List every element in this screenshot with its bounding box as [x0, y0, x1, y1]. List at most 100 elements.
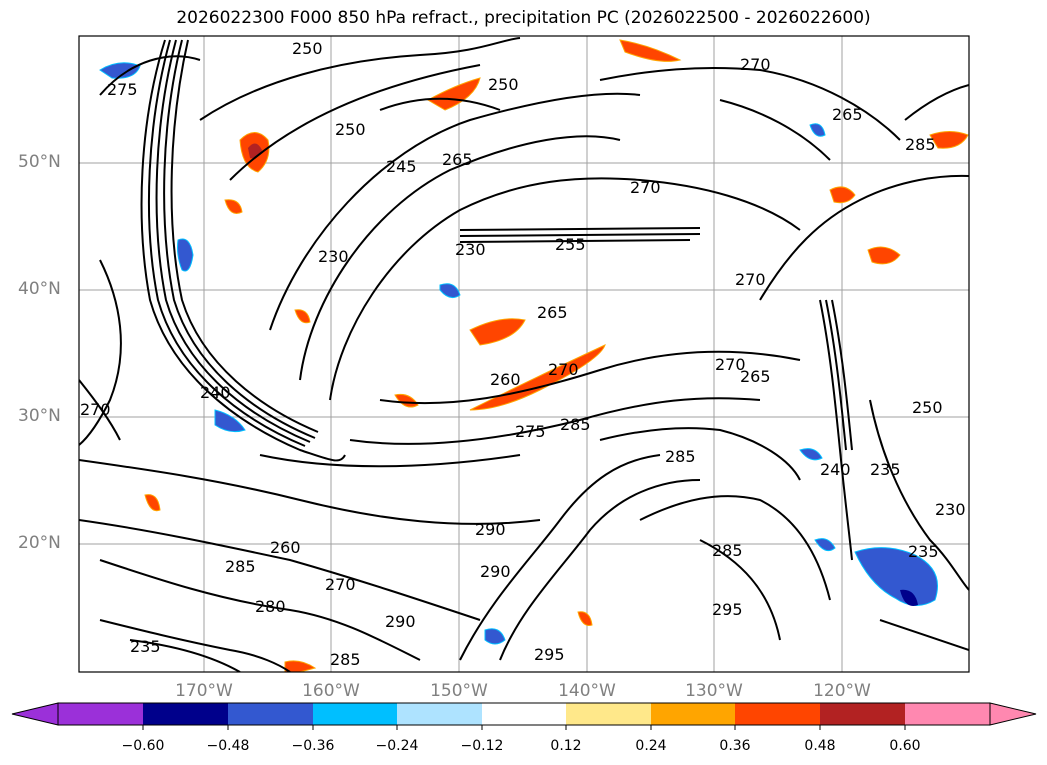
colorbar-tick-label: 0.36	[719, 738, 751, 754]
precip-patch	[284, 660, 317, 672]
lat-label: 30°N	[18, 406, 61, 426]
lon-label: 150°W	[430, 681, 488, 701]
contour-label: 270	[325, 575, 356, 594]
contour-label: 270	[715, 355, 746, 374]
colorbar-tick-label: −0.24	[375, 738, 419, 754]
colorbar-tick-label: −0.36	[291, 738, 335, 754]
colorbar-tick-label: 0.12	[550, 738, 582, 754]
precip-patches	[99, 39, 969, 672]
contour-label: 265	[537, 303, 568, 322]
colorbar	[11, 702, 1037, 730]
refractivity-contours	[79, 37, 969, 672]
contour-label: 250	[335, 120, 366, 139]
precip-patch	[577, 611, 593, 626]
colorbar-extend-high	[989, 702, 1037, 726]
contour-label: 285	[225, 557, 256, 576]
lat-label: 20°N	[18, 533, 61, 553]
contour-label: 285	[905, 135, 936, 154]
lon-label: 170°W	[175, 681, 233, 701]
contour-label: 285	[560, 415, 591, 434]
colorbar-tick-label: −0.48	[206, 738, 250, 754]
contour-label: 260	[490, 370, 521, 389]
contour-label: 280	[255, 597, 286, 616]
precip-patch	[294, 309, 311, 324]
precip-patch	[439, 283, 461, 299]
contour-label: 295	[712, 600, 743, 619]
colorbar-segment	[566, 703, 651, 725]
precip-patch	[469, 318, 526, 346]
contour-label: 285	[712, 541, 743, 560]
precip-patch	[144, 494, 161, 512]
contour-label: 260	[270, 538, 301, 557]
precip-patch	[224, 199, 243, 214]
map-layer	[79, 36, 969, 672]
contour-label: 250	[912, 398, 943, 417]
colorbar-segment	[482, 703, 566, 725]
precip-patch	[854, 547, 938, 606]
lon-label: 120°W	[813, 681, 871, 701]
precip-patch	[214, 409, 246, 433]
contour-label: 250	[292, 39, 323, 58]
contour-label: 255	[555, 235, 586, 254]
colorbar-outline	[57, 702, 991, 726]
contour-label: 295	[534, 645, 565, 664]
precip-patch	[929, 131, 969, 149]
lon-label: 130°W	[685, 681, 743, 701]
colorbar-tick-label: −0.12	[460, 738, 504, 754]
colorbar-tick-label: −0.60	[121, 738, 165, 754]
colorbar-segment	[228, 703, 313, 725]
contour-label: 235	[908, 542, 939, 561]
contour-label: 285	[665, 447, 696, 466]
precip-patch	[867, 246, 901, 265]
contour-label: 275	[515, 422, 546, 441]
contour-label: 245	[386, 157, 417, 176]
contour-label: 265	[740, 367, 771, 386]
contour-label: 285	[330, 650, 361, 669]
contour-label: 235	[130, 637, 161, 656]
lon-label: 160°W	[302, 681, 360, 701]
colorbar-segment	[735, 703, 820, 725]
colorbar-segment	[143, 703, 228, 725]
map-frame	[78, 35, 970, 673]
contour-label: 290	[475, 520, 506, 539]
precip-patch	[900, 589, 918, 606]
precip-patch	[799, 448, 823, 461]
lat-label: 50°N	[18, 152, 61, 172]
colorbar-segment	[397, 703, 482, 725]
colorbar-extend-low	[11, 702, 59, 726]
contour-label: 270	[630, 178, 661, 197]
contour-label: 265	[442, 150, 473, 169]
precip-patch	[814, 538, 836, 552]
colorbar-tick-label: 0.24	[635, 738, 667, 754]
contour-label: 290	[480, 562, 511, 581]
colorbar-segment	[820, 703, 905, 725]
colorbar-segment	[313, 703, 397, 725]
colorbar-segment	[905, 703, 990, 725]
colorbar-segment	[651, 703, 735, 725]
precip-patch	[177, 238, 194, 272]
precip-patch	[809, 123, 826, 137]
contour-label: 240	[820, 460, 851, 479]
contour-label: 265	[832, 105, 863, 124]
contour-label: 290	[385, 612, 416, 631]
lat-label: 40°N	[18, 279, 61, 299]
contour-label: 230	[935, 500, 966, 519]
contour-label: 230	[318, 247, 349, 266]
precip-patch	[484, 628, 506, 645]
contour-label: 270	[740, 55, 771, 74]
colorbar-tick-label: 0.48	[804, 738, 836, 754]
colorbar-segment	[58, 703, 143, 725]
contour-label: 250	[488, 75, 519, 94]
lon-label: 140°W	[558, 681, 616, 701]
precip-patch	[829, 186, 856, 204]
contour-label: 270	[735, 270, 766, 289]
precip-patch	[619, 39, 682, 62]
colorbar-tick-label: 0.60	[889, 738, 921, 754]
contour-label: 270	[80, 400, 111, 419]
precip-patch	[426, 77, 481, 111]
precip-patch	[99, 62, 141, 79]
chart-title: 2026022300 F000 850 hPa refract., precip…	[176, 8, 871, 28]
contour-label: 270	[548, 360, 579, 379]
contour-label: 230	[455, 240, 486, 259]
